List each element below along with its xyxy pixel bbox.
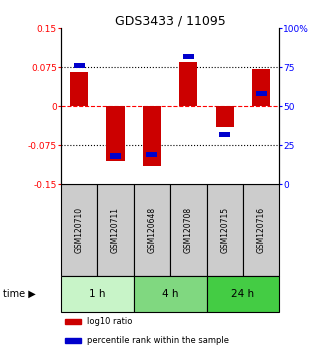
Bar: [252, 69, 270, 106]
Bar: [143, 106, 161, 166]
Bar: [70, 73, 88, 106]
Text: 24 h: 24 h: [231, 289, 255, 299]
Bar: [179, 62, 197, 106]
Text: 1 h: 1 h: [89, 289, 106, 299]
Bar: [134, 184, 170, 276]
Bar: [183, 54, 194, 59]
Bar: [206, 184, 243, 276]
Text: GSM120716: GSM120716: [256, 207, 265, 253]
Bar: [146, 152, 157, 157]
Bar: [206, 276, 279, 312]
Bar: [61, 184, 97, 276]
Text: GSM120710: GSM120710: [75, 207, 84, 253]
Text: GSM120708: GSM120708: [184, 207, 193, 253]
Bar: [61, 276, 134, 312]
Text: 4 h: 4 h: [162, 289, 178, 299]
Bar: [256, 91, 266, 96]
Bar: [216, 106, 234, 127]
Bar: [134, 276, 206, 312]
Bar: [65, 338, 81, 343]
Bar: [97, 184, 134, 276]
Text: log10 ratio: log10 ratio: [87, 317, 133, 326]
Bar: [65, 319, 81, 324]
Title: GDS3433 / 11095: GDS3433 / 11095: [115, 14, 226, 27]
Bar: [219, 131, 230, 137]
Bar: [107, 106, 125, 161]
Text: GSM120711: GSM120711: [111, 207, 120, 253]
Bar: [170, 184, 206, 276]
Bar: [243, 184, 279, 276]
Bar: [74, 63, 85, 68]
Text: GSM120648: GSM120648: [147, 207, 156, 253]
Text: GSM120715: GSM120715: [220, 207, 229, 253]
Text: time ▶: time ▶: [3, 289, 36, 299]
Text: percentile rank within the sample: percentile rank within the sample: [87, 336, 229, 345]
Bar: [110, 153, 121, 159]
